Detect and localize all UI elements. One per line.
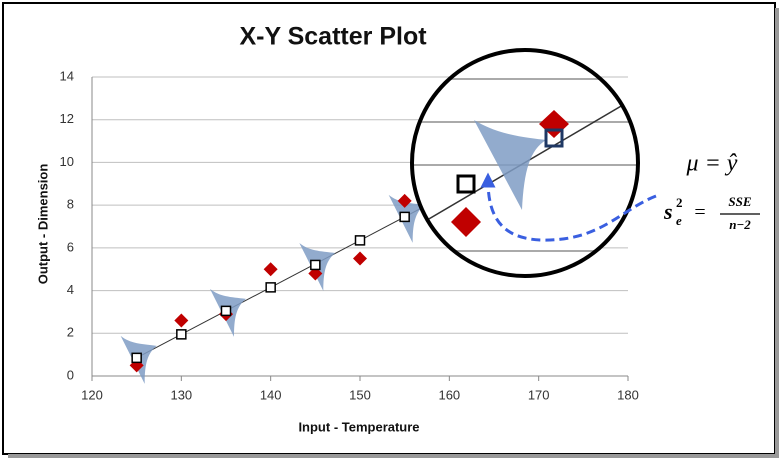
- y-tick-label: 0: [67, 367, 74, 382]
- shadow: [8, 454, 779, 458]
- var-den: n−2: [729, 217, 751, 232]
- y-axis-label: Output - Dimension: [35, 164, 50, 285]
- var-sub: e: [676, 213, 682, 228]
- square-point: [176, 329, 187, 340]
- zoom-ring: [410, 48, 640, 278]
- x-axis-label: Input - Temperature: [298, 419, 419, 434]
- arrow: [480, 172, 657, 242]
- x-tick-label: 130: [170, 387, 192, 402]
- square-point: [131, 352, 142, 364]
- square-point: [354, 235, 366, 246]
- diamond-point: [353, 251, 367, 266]
- diamond-point: [263, 262, 278, 277]
- square-point: [310, 259, 321, 271]
- x-tick-label: 140: [260, 387, 282, 402]
- diamond-point: [174, 313, 189, 328]
- diamond-point: [397, 193, 412, 208]
- shadow: [775, 8, 779, 457]
- zoom-diamond: [451, 207, 481, 237]
- square-point: [220, 305, 232, 317]
- mean-formula: μ = ŷ: [686, 151, 738, 177]
- zoom-square: [544, 128, 564, 148]
- y-tick-label: 10: [60, 154, 74, 169]
- var-s: s: [663, 199, 673, 224]
- square-point: [399, 211, 410, 223]
- frame: [2, 2, 776, 455]
- x-tick-label: 170: [528, 387, 550, 402]
- y-tick-label: 14: [60, 68, 74, 83]
- y-tick-label: 12: [60, 111, 74, 126]
- var-num: SSE: [728, 194, 751, 209]
- var-sup: 2: [676, 195, 683, 210]
- y-tick-label: 4: [67, 282, 74, 297]
- square-point: [265, 282, 276, 293]
- y-tick-label: 2: [67, 325, 74, 340]
- y-tick-label: 8: [67, 197, 74, 212]
- y-tick-label: 6: [67, 239, 74, 254]
- chart-title: X-Y Scatter Plot: [239, 23, 427, 51]
- zoom-inset: [410, 48, 640, 278]
- zoom-distribution: [474, 120, 546, 210]
- x-tick-label: 120: [81, 387, 103, 402]
- x-tick-label: 160: [438, 387, 460, 402]
- x-tick-label: 180: [617, 387, 639, 402]
- x-tick-label: 150: [349, 387, 371, 402]
- var-eq: =: [694, 202, 705, 224]
- zoom-square: [456, 174, 476, 194]
